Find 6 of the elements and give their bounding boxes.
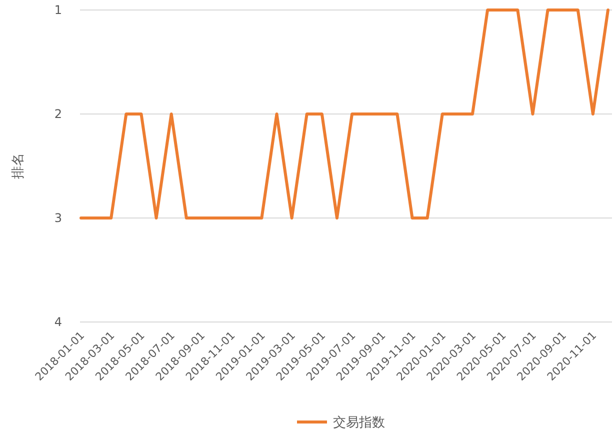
y-axis-title: 排名 [11, 153, 26, 179]
y-tick-label: 2 [54, 107, 62, 122]
legend-label: 交易指数 [333, 414, 385, 431]
y-tick-label: 4 [54, 315, 62, 330]
y-tick-label: 3 [54, 211, 62, 226]
y-tick-label: 1 [54, 3, 62, 18]
